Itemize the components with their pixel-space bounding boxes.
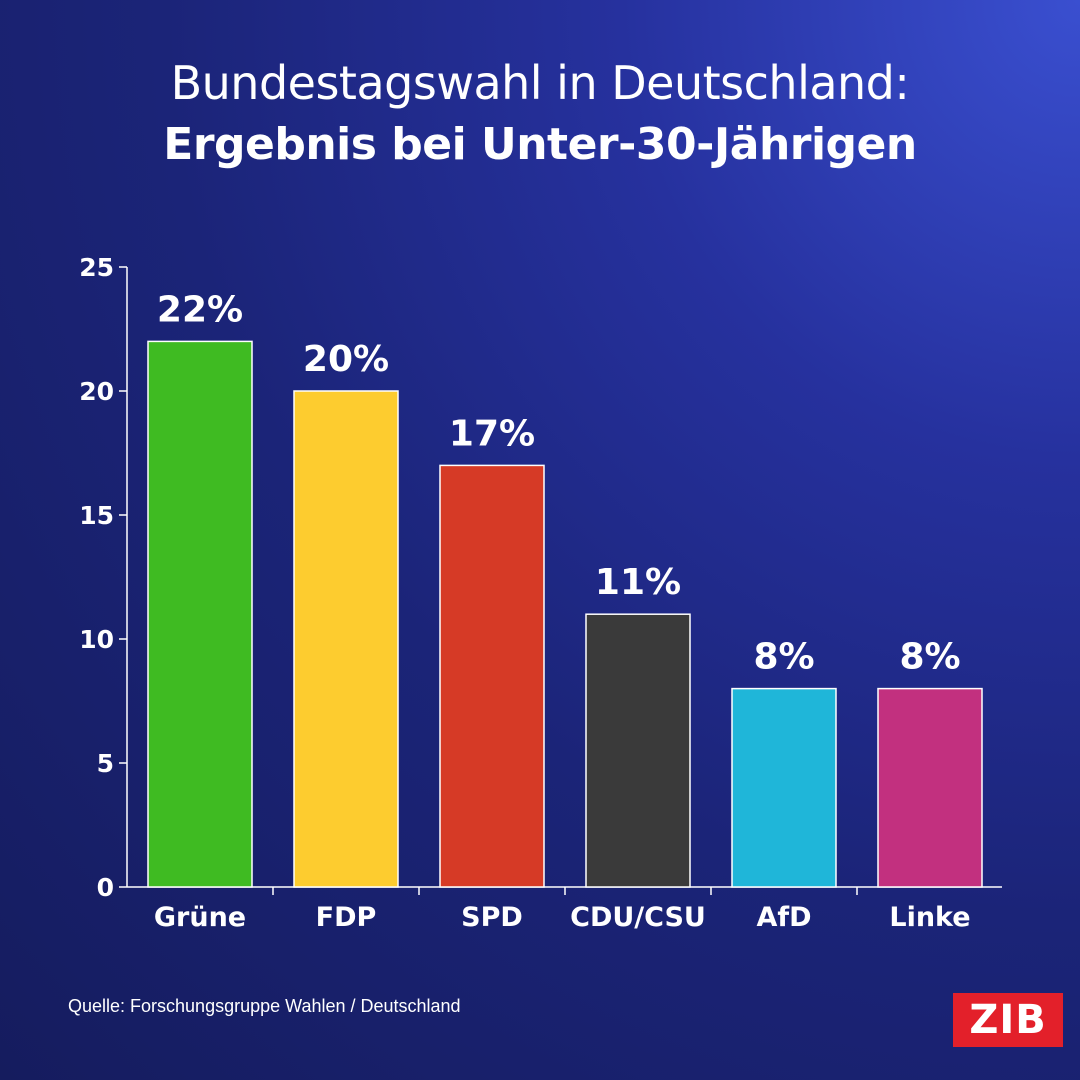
source-note: Quelle: Forschungsgruppe Wahlen / Deutsc…: [68, 996, 461, 1016]
chart-axes: 0 5 10 15 20 25: [79, 253, 1002, 902]
category-label: CDU/CSU: [570, 902, 706, 933]
y-tick-label: 5: [97, 749, 114, 778]
chart-labels: 22% Grüne 20% FDP 17% SPD 11% CDU/CSU 8% AfD 8% Lin…: [154, 289, 971, 933]
bar: [293, 390, 399, 888]
title-line-2: Ergebnis bei Unter-30-Jährigen: [163, 119, 917, 170]
category-label: SPD: [461, 902, 523, 933]
chart-title: Bundestagswahl in Deutschland: Ergebnis …: [0, 52, 1080, 176]
chart-bars: [147, 340, 983, 888]
bar: [439, 464, 545, 888]
bar: [731, 687, 837, 888]
bar: [585, 613, 691, 888]
y-tick-label: 20: [79, 377, 114, 406]
y-tick-label: 15: [79, 501, 114, 530]
bar-value-label: 17%: [449, 413, 535, 454]
y-tick-label: 10: [79, 625, 114, 654]
category-label: AfD: [756, 902, 811, 933]
bar-value-label: 22%: [157, 289, 243, 330]
bar-value-label: 11%: [595, 562, 681, 603]
category-label: FDP: [316, 902, 377, 933]
bar-value-label: 8%: [753, 637, 814, 678]
bar: [147, 340, 253, 888]
category-label: Linke: [889, 902, 970, 933]
y-tick-label: 0: [97, 873, 114, 902]
zib-logo: ZIB: [953, 993, 1063, 1047]
bar-value-label: 8%: [899, 637, 960, 678]
bar: [877, 687, 983, 888]
title-line-1: Bundestagswahl in Deutschland:: [170, 56, 910, 110]
category-label: Grüne: [154, 902, 246, 933]
y-tick-label: 25: [79, 253, 114, 282]
bar-value-label: 20%: [303, 339, 389, 380]
